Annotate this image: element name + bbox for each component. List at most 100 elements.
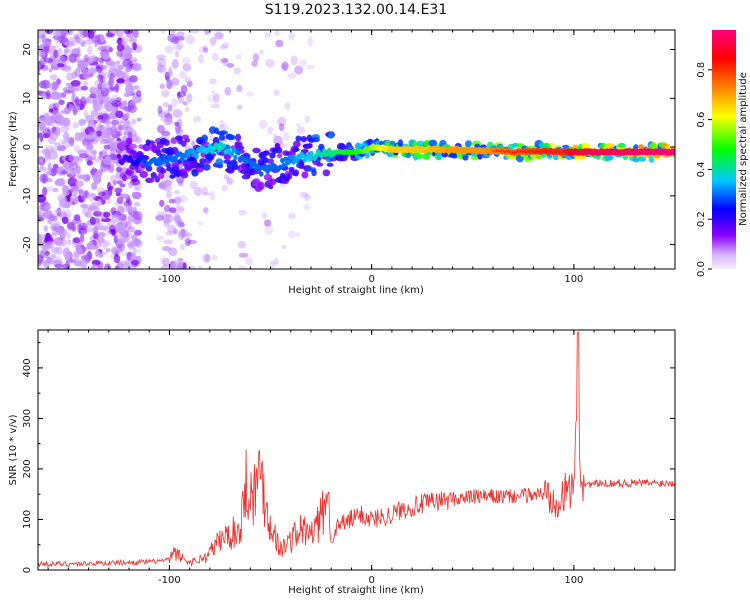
ridge-cell: [194, 153, 199, 159]
noise-speckle: [79, 153, 89, 159]
noise-speckle: [98, 151, 103, 158]
noise-speckle: [114, 83, 120, 93]
noise-speckle: [280, 64, 288, 70]
noise-speckle: [226, 177, 234, 185]
noise-speckle: [121, 150, 127, 156]
noise-speckle: [287, 72, 297, 79]
noise-speckle: [84, 154, 94, 163]
noise-speckle: [219, 45, 228, 50]
noise-speckle: [210, 89, 216, 95]
noise-speckle: [121, 37, 129, 45]
noise-speckle: [49, 74, 58, 81]
ridge-cell: [327, 147, 332, 154]
noise-speckle: [177, 219, 184, 225]
noise-speckle: [47, 162, 52, 173]
snr-x-tick-label: 0: [368, 575, 374, 586]
noise-speckle: [99, 232, 105, 240]
noise-speckle: [58, 30, 65, 36]
spectrogram-y-tick-label: 10: [22, 92, 33, 105]
noise-speckle: [111, 228, 116, 236]
noise-speckle: [238, 265, 247, 269]
noise-speckle: [57, 119, 65, 126]
noise-speckle: [132, 85, 140, 90]
noise-speckle: [131, 118, 137, 125]
noise-speckle: [294, 65, 303, 75]
noise-speckle: [160, 264, 169, 269]
spectral-blob: [286, 173, 293, 180]
spectral-blob: [147, 140, 156, 145]
noise-speckle: [102, 250, 108, 256]
noise-speckle: [95, 57, 104, 63]
noise-speckle: [92, 154, 97, 160]
noise-speckle: [60, 30, 68, 37]
noise-speckle: [120, 51, 127, 60]
noise-speckle: [174, 50, 180, 58]
noise-speckle: [114, 266, 119, 269]
noise-speckle: [284, 102, 291, 110]
spectrogram-x-tick-label: 100: [564, 274, 583, 285]
snr-axes: -100 0 100 0 100 200 300 400: [22, 330, 676, 586]
noise-speckle: [46, 89, 51, 98]
noise-speckle: [54, 209, 62, 214]
noise-speckle: [281, 61, 289, 72]
noise-speckle: [186, 93, 193, 103]
noise-speckle: [79, 119, 87, 124]
noise-speckle: [132, 42, 137, 51]
noise-speckle: [93, 210, 103, 217]
noise-speckle: [101, 81, 107, 92]
noise-speckle: [237, 240, 247, 249]
spectral-blob: [300, 149, 309, 154]
snr-x-axis-label: Height of straight line (km): [288, 585, 424, 596]
noise-speckle: [168, 198, 176, 204]
noise-speckle: [110, 68, 119, 78]
noise-speckle: [115, 60, 121, 65]
spectral-blob: [139, 170, 148, 179]
noise-speckle: [281, 244, 287, 250]
noise-speckle: [176, 203, 180, 212]
noise-speckle: [72, 107, 78, 116]
noise-speckle: [80, 96, 87, 107]
noise-speckle: [102, 55, 111, 60]
spectral-blob: [311, 137, 320, 143]
noise-speckle: [287, 230, 296, 239]
spectral-blob: [436, 153, 443, 160]
noise-speckle: [57, 63, 65, 68]
noise-speckle: [57, 194, 67, 203]
noise-speckle: [178, 205, 185, 213]
noise-speckle: [55, 40, 61, 49]
noise-speckle: [59, 106, 70, 115]
noise-speckle: [121, 250, 128, 257]
noise-speckle: [258, 119, 268, 129]
spectral-blob: [219, 130, 229, 136]
noise-speckle: [264, 219, 272, 227]
noise-speckle: [87, 45, 93, 56]
noise-speckle: [167, 215, 175, 223]
noise-speckle: [72, 187, 83, 192]
noise-speckle: [267, 126, 273, 135]
noise-speckle: [238, 252, 249, 258]
noise-speckle: [168, 247, 178, 256]
noise-speckle: [96, 237, 105, 244]
noise-speckle: [128, 180, 134, 189]
noise-speckle: [306, 64, 315, 70]
noise-speckle: [89, 93, 97, 99]
noise-speckle: [134, 229, 142, 236]
noise-speckle: [97, 40, 108, 46]
noise-speckle: [78, 134, 88, 142]
noise-speckle: [130, 210, 140, 218]
noise-speckle: [190, 265, 196, 269]
noise-speckle: [135, 137, 142, 144]
noise-speckle: [295, 232, 301, 237]
noise-speckle: [97, 187, 106, 193]
colorbar-tick-label: 0.8: [696, 62, 707, 78]
noise-speckle: [43, 225, 48, 232]
noise-speckle: [182, 262, 187, 269]
noise-speckle: [108, 47, 113, 53]
spectral-blob: [171, 165, 180, 172]
noise-speckle: [197, 265, 203, 269]
noise-speckle: [83, 254, 89, 263]
noise-speckle: [42, 186, 48, 197]
noise-speckle: [108, 111, 118, 120]
